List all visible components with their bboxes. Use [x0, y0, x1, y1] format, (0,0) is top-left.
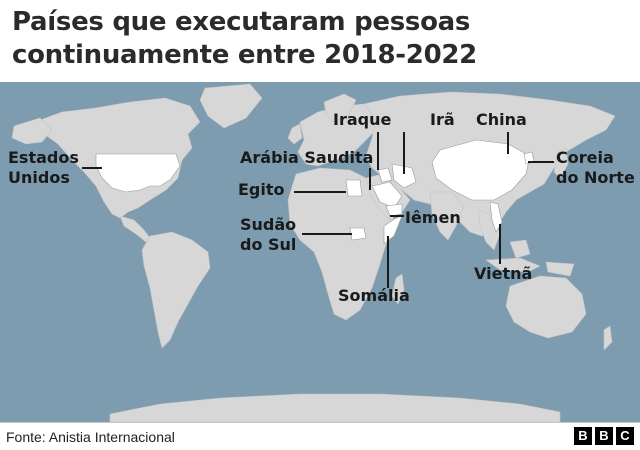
india-shape: [429, 191, 465, 241]
greenland-shape: [199, 83, 263, 129]
antarctica-shape: [109, 393, 561, 422]
alaska-shape: [11, 117, 53, 145]
bbc-logo-letter-3: C: [616, 427, 634, 445]
yemen-shape: [385, 203, 403, 217]
saudi-arabia-shape: [371, 181, 403, 209]
china-shape: [431, 139, 531, 201]
new-guinea-shape: [545, 261, 575, 277]
highlighted-countries: [95, 139, 535, 245]
label-iemen: Iêmen: [405, 208, 461, 227]
label-china: China: [476, 110, 527, 129]
leader-lines: [82, 132, 554, 288]
label-iraque: Iraque: [333, 110, 392, 129]
label-sudao-do-sul: Sudão do Sul: [240, 215, 297, 254]
iraq-shape: [377, 167, 393, 183]
label-coreia-do-norte: Coreia do Norte: [556, 148, 635, 187]
world-map: Estados Unidos Egito Arábia Saudita Iraq…: [0, 82, 640, 422]
bbc-logo-letter-1: B: [574, 427, 592, 445]
source-text: Fonte: Anistia Internacional: [6, 429, 175, 445]
new-zealand-shape: [603, 325, 613, 351]
label-ira: Irã: [430, 110, 455, 129]
borneo-shape: [509, 239, 531, 259]
japan-shape: [553, 147, 569, 179]
bbc-logo: B B C: [574, 427, 634, 445]
australia-shape: [505, 275, 587, 339]
central-america-shape: [119, 215, 151, 243]
madagascar-shape: [391, 273, 405, 305]
iran-shape: [391, 163, 417, 189]
scandinavia-shape: [323, 93, 357, 123]
label-estados-unidos: Estados Unidos: [8, 148, 79, 187]
uk-shape: [287, 123, 303, 145]
usa-shape: [95, 153, 181, 193]
chart-title: Países que executaram pessoas continuame…: [12, 7, 477, 70]
map-svg: [11, 83, 616, 422]
label-vietna: Vietnã: [474, 264, 533, 283]
label-arabia-saudita: Arábia Saudita: [240, 148, 374, 167]
label-egito: Egito: [238, 180, 285, 199]
bbc-logo-letter-2: B: [595, 427, 613, 445]
egypt-shape: [345, 179, 363, 197]
south-sudan-shape: [349, 227, 367, 241]
label-somalia: Somália: [338, 286, 410, 305]
land-masses: [11, 83, 616, 422]
south-america-shape: [141, 231, 211, 349]
footer: Fonte: Anistia Internacional B B C: [0, 422, 640, 450]
